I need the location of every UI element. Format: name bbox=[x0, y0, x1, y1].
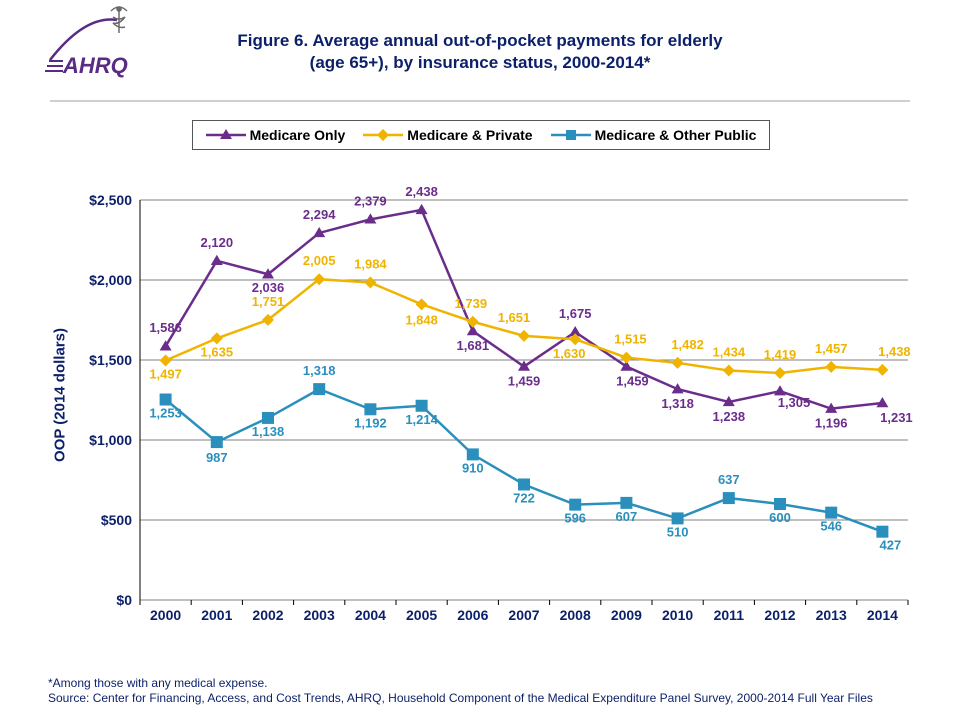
page: AHRQ Figure 6. Average annual out-of-poc… bbox=[0, 0, 960, 720]
svg-text:1,231: 1,231 bbox=[880, 410, 913, 425]
source-line: Source: Center for Financing, Access, an… bbox=[48, 691, 873, 705]
svg-text:427: 427 bbox=[880, 538, 902, 553]
svg-text:2,379: 2,379 bbox=[354, 193, 387, 208]
svg-text:600: 600 bbox=[769, 510, 791, 525]
svg-text:2,005: 2,005 bbox=[303, 253, 336, 268]
svg-text:$0: $0 bbox=[116, 592, 132, 608]
svg-text:2004: 2004 bbox=[355, 607, 386, 623]
svg-text:1,138: 1,138 bbox=[252, 424, 285, 439]
svg-text:987: 987 bbox=[206, 450, 228, 465]
divider bbox=[50, 100, 910, 102]
svg-text:$1,000: $1,000 bbox=[89, 432, 132, 448]
svg-text:2008: 2008 bbox=[560, 607, 591, 623]
svg-text:1,457: 1,457 bbox=[815, 341, 848, 356]
svg-text:2000: 2000 bbox=[150, 607, 181, 623]
svg-text:2012: 2012 bbox=[764, 607, 795, 623]
svg-text:2006: 2006 bbox=[457, 607, 488, 623]
chart: $0 $500 $1,000 $1,500 $2,000 $2,500 2000 2001 20… bbox=[50, 160, 920, 640]
legend-item-medicare-private: Medicare & Private bbox=[363, 127, 532, 143]
svg-text:1,253: 1,253 bbox=[149, 406, 182, 421]
svg-text:1,438: 1,438 bbox=[878, 344, 911, 359]
svg-text:1,739: 1,739 bbox=[455, 296, 488, 311]
legend: Medicare Only Medicare & Private Medicar… bbox=[192, 120, 770, 150]
svg-text:607: 607 bbox=[616, 509, 638, 524]
svg-text:1,848: 1,848 bbox=[405, 312, 438, 327]
svg-text:2009: 2009 bbox=[611, 607, 642, 623]
svg-text:1,984: 1,984 bbox=[354, 257, 387, 272]
svg-text:1,459: 1,459 bbox=[508, 374, 541, 389]
svg-text:1,214: 1,214 bbox=[405, 412, 438, 427]
svg-text:637: 637 bbox=[718, 472, 740, 487]
svg-text:2010: 2010 bbox=[662, 607, 693, 623]
svg-text:2001: 2001 bbox=[201, 607, 232, 623]
svg-text:1,675: 1,675 bbox=[559, 306, 592, 321]
svg-text:596: 596 bbox=[564, 511, 586, 526]
legend-label: Medicare & Private bbox=[407, 127, 532, 143]
svg-text:$2,000: $2,000 bbox=[89, 272, 132, 288]
svg-text:1,630: 1,630 bbox=[553, 346, 586, 361]
svg-text:510: 510 bbox=[667, 524, 689, 539]
svg-text:1,751: 1,751 bbox=[252, 294, 285, 309]
svg-text:1,238: 1,238 bbox=[713, 409, 746, 424]
title-line-2: (age 65+), by insurance status, 2000-201… bbox=[310, 53, 651, 72]
title-line-1: Figure 6. Average annual out-of-pocket p… bbox=[237, 31, 722, 50]
svg-text:1,459: 1,459 bbox=[616, 374, 649, 389]
svg-text:1,515: 1,515 bbox=[614, 332, 647, 347]
legend-label: Medicare Only bbox=[250, 127, 346, 143]
svg-text:2005: 2005 bbox=[406, 607, 437, 623]
svg-text:2013: 2013 bbox=[816, 607, 847, 623]
svg-text:2003: 2003 bbox=[304, 607, 335, 623]
svg-text:1,497: 1,497 bbox=[149, 366, 182, 381]
svg-text:1,635: 1,635 bbox=[201, 344, 234, 359]
chart-title: Figure 6. Average annual out-of-pocket p… bbox=[0, 30, 960, 74]
svg-text:2,438: 2,438 bbox=[405, 184, 438, 199]
svg-text:1,651: 1,651 bbox=[498, 310, 531, 325]
svg-text:2014: 2014 bbox=[867, 607, 898, 623]
footnote: *Among those with any medical expense. bbox=[48, 676, 267, 690]
legend-item-medicare-only: Medicare Only bbox=[206, 127, 346, 143]
svg-text:546: 546 bbox=[820, 519, 842, 534]
svg-text:910: 910 bbox=[462, 460, 484, 475]
svg-text:1,318: 1,318 bbox=[303, 363, 336, 378]
svg-text:1,305: 1,305 bbox=[778, 395, 811, 410]
legend-label: Medicare & Other Public bbox=[595, 127, 757, 143]
svg-text:2,294: 2,294 bbox=[303, 207, 336, 222]
svg-text:2011: 2011 bbox=[714, 607, 745, 623]
svg-text:$1,500: $1,500 bbox=[89, 352, 132, 368]
svg-text:2,120: 2,120 bbox=[201, 235, 234, 250]
svg-text:1,419: 1,419 bbox=[764, 347, 797, 362]
svg-text:$500: $500 bbox=[101, 512, 132, 528]
legend-item-medicare-other-public: Medicare & Other Public bbox=[551, 127, 757, 143]
svg-text:1,586: 1,586 bbox=[149, 320, 182, 335]
svg-text:1,434: 1,434 bbox=[713, 345, 746, 360]
svg-text:2007: 2007 bbox=[508, 607, 539, 623]
svg-text:1,192: 1,192 bbox=[354, 415, 387, 430]
svg-text:722: 722 bbox=[513, 490, 535, 505]
svg-text:2002: 2002 bbox=[252, 607, 283, 623]
svg-text:1,318: 1,318 bbox=[661, 396, 694, 411]
svg-text:1,196: 1,196 bbox=[815, 416, 848, 431]
svg-text:1,681: 1,681 bbox=[457, 338, 490, 353]
svg-text:$2,500: $2,500 bbox=[89, 192, 132, 208]
svg-text:1,482: 1,482 bbox=[671, 337, 704, 352]
